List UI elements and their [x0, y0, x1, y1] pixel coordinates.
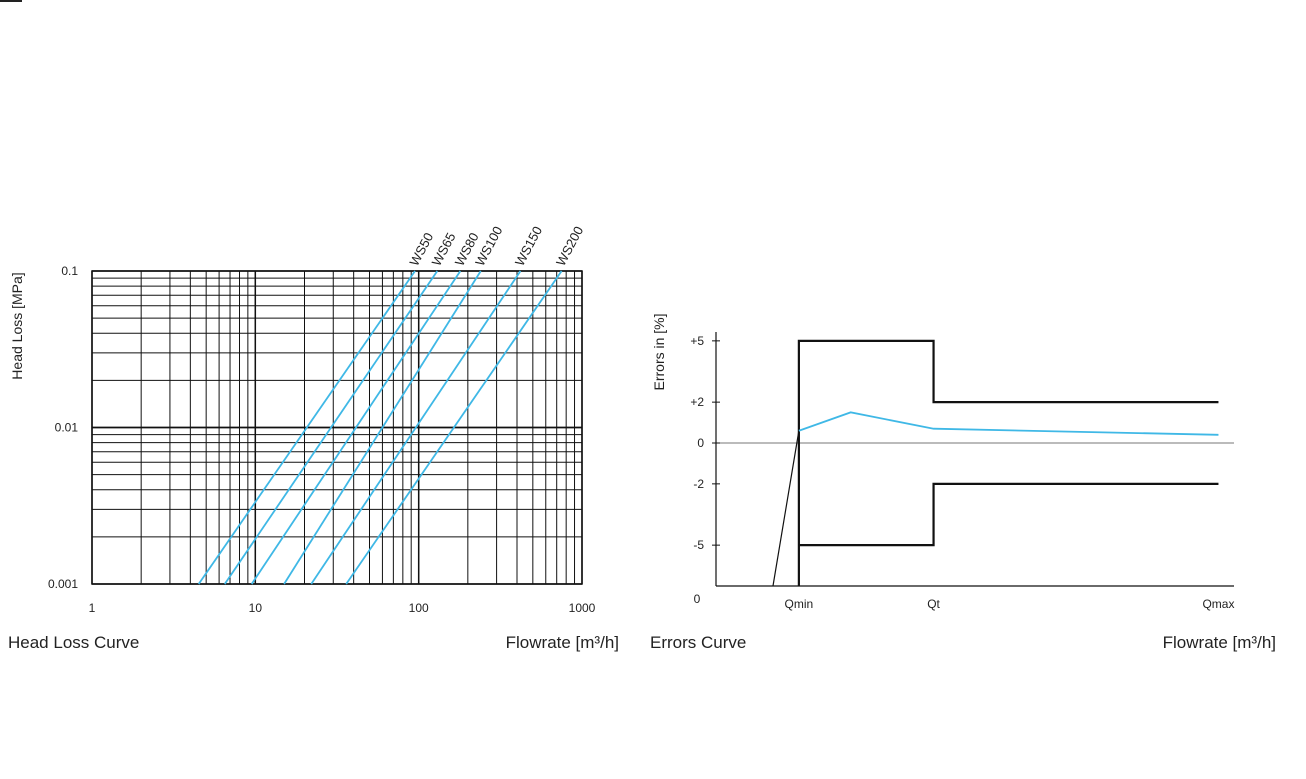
corner-mark	[0, 0, 22, 2]
series-label-ws150: WS150	[512, 224, 545, 269]
head-loss-y-ticks: 0.1 0.01 0.001	[48, 264, 78, 591]
y-tick-label: -5	[693, 538, 704, 552]
y-tick-label: +5	[690, 334, 704, 348]
errors-x-axis-title: Flowrate [m³/h]	[1163, 633, 1276, 652]
series-line-ws200	[345, 270, 563, 585]
errors-chart: +5 +2 0 -2 -5 Qmin Qt Qmax 0 Errors in [%] Err…	[650, 313, 1276, 652]
y-tick-label: 0.001	[48, 577, 78, 591]
y-tick-label: +2	[690, 395, 704, 409]
x-tick-label: 1000	[569, 601, 596, 615]
y-tick-label: 0.1	[61, 264, 78, 278]
errors-y-ticks: +5 +2 0 -2 -5	[690, 334, 720, 552]
errors-origin-label: 0	[694, 592, 701, 606]
head-loss-x-ticks: 1 10 100 1000	[89, 601, 596, 615]
x-tick-label: 1	[89, 601, 96, 615]
series-label-ws200: WS200	[553, 224, 586, 269]
series-line-ws65	[224, 270, 439, 585]
errors-x-ticks: Qmin Qt Qmax	[785, 597, 1235, 611]
head-loss-x-axis-title: Flowrate [m³/h]	[506, 633, 619, 652]
series-line-ws150	[310, 270, 522, 585]
x-category-label: Qmin	[785, 597, 814, 611]
x-tick-label: 10	[249, 601, 263, 615]
errors-caption: Errors Curve	[650, 633, 746, 652]
start-segment-line	[772, 430, 800, 587]
series-line-ws80	[250, 270, 462, 585]
x-category-label: Qt	[927, 597, 940, 611]
errors-lines	[772, 339, 1219, 587]
y-tick-label: 0.01	[55, 421, 79, 435]
head-loss-caption: Head Loss Curve	[8, 633, 139, 652]
x-category-label: Qmax	[1202, 597, 1234, 611]
errors-y-axis-title: Errors in [%]	[651, 313, 667, 390]
error-curve-line	[798, 411, 1219, 436]
series-line-ws100	[283, 270, 482, 585]
lower-limit-line	[798, 482, 1219, 547]
series-line-ws50	[197, 270, 416, 585]
y-tick-label: -2	[693, 477, 704, 491]
upper-limit-line	[797, 339, 1219, 586]
head-loss-y-axis-title: Head Loss [MPa]	[9, 272, 25, 379]
x-tick-label: 100	[409, 601, 429, 615]
series-label-ws100: WS100	[472, 224, 505, 269]
y-tick-label: 0	[697, 436, 704, 450]
errors-axes	[715, 332, 1234, 587]
head-loss-grid	[91, 270, 583, 585]
head-loss-plot-frame	[91, 270, 583, 585]
